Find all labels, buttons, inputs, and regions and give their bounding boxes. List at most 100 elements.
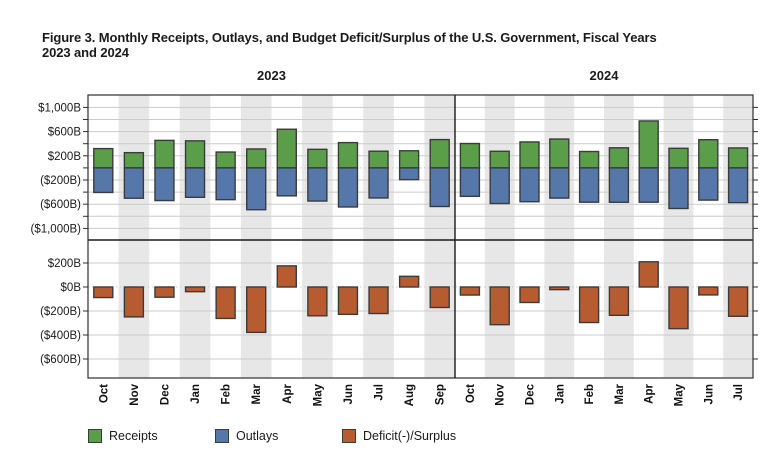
ytick-top--600: ($600B) xyxy=(40,199,81,211)
outlays-bar-2023-Feb xyxy=(215,167,236,201)
month-label-2024-Nov: Nov xyxy=(495,383,507,405)
ytick-top--1000: ($1,000B) xyxy=(30,223,81,235)
month-label-2023-May: May xyxy=(312,383,324,406)
deficit-surplus-bar-2023-Jun xyxy=(337,286,359,316)
legend-item-receipts: Receipts xyxy=(88,428,158,444)
deficit-surplus-bar-2023-Nov xyxy=(123,286,145,318)
month-stripe-2024-May xyxy=(663,95,694,378)
deficit-surplus-bar-2023-Sep xyxy=(429,286,450,309)
outlays-bar-2023-Apr xyxy=(276,167,297,197)
receipts-bar-2023-Jan xyxy=(184,140,206,169)
outlays-bar-2024-May xyxy=(668,167,689,210)
receipts-bar-2024-Apr xyxy=(638,120,659,169)
month-label-2023-Aug: Aug xyxy=(404,384,416,406)
month-label-2024-Dec: Dec xyxy=(525,383,537,405)
ytick-top--200: ($200B) xyxy=(40,175,81,187)
deficit-surplus-bar-2023-Mar xyxy=(246,286,267,334)
ytick-bottom--400: ($400B) xyxy=(40,330,81,342)
chart-legend: Receipts Outlays Deficit(-)/Surplus xyxy=(0,428,780,444)
deficit-surplus-bar-2024-Jun xyxy=(698,286,719,296)
legend-item-deficit-surplus: Deficit(-)/Surplus xyxy=(342,428,456,444)
outlays-bar-2024-Jul xyxy=(727,167,749,204)
legend-label-receipts: Receipts xyxy=(109,429,158,443)
month-stripe-2023-Sep xyxy=(424,95,455,378)
month-label-2024-Jan: Jan xyxy=(554,384,566,404)
month-stripe-2023-Jan xyxy=(179,95,211,378)
month-label-2023-Oct: Oct xyxy=(98,384,110,403)
ytick-top-600: $600B xyxy=(48,127,82,139)
panel-header-2024: 2024 xyxy=(589,68,619,83)
deficit-surplus-bar-2023-Feb xyxy=(215,286,236,320)
receipts-bar-2024-Feb xyxy=(578,150,600,169)
outlays-bar-2023-Dec xyxy=(154,167,175,202)
outlays-bar-2024-Dec xyxy=(519,167,540,203)
receipts-bar-2023-Dec xyxy=(154,139,175,169)
deficit-surplus-bar-2023-Apr xyxy=(276,265,297,288)
deficit-surplus-bar-2024-Jul xyxy=(727,286,749,317)
deficit-surplus-bar-2024-Mar xyxy=(608,286,630,317)
ytick-bottom--200: ($200B) xyxy=(40,306,81,318)
month-label-2023-Jul: Jul xyxy=(374,384,386,401)
figure-title-line1: Figure 3. Monthly Receipts, Outlays, and… xyxy=(42,30,657,45)
outlays-bar-2023-Nov xyxy=(123,167,145,199)
month-stripe-2023-Mar xyxy=(240,95,272,378)
deficit-surplus-bar-2024-Jan xyxy=(549,286,570,291)
outlays-bar-2024-Feb xyxy=(578,167,600,203)
deficit-surplus-bar-2023-Aug xyxy=(398,275,420,288)
receipts-bar-2023-Sep xyxy=(429,138,450,169)
ytick-bottom-200: $200B xyxy=(48,258,82,270)
legend-item-outlays: Outlays xyxy=(215,428,278,444)
month-stripe-2024-Mar xyxy=(604,95,634,378)
month-label-2024-Jul: Jul xyxy=(733,384,745,401)
figure-title-line2: 2023 and 2024 xyxy=(42,45,129,60)
receipts-bar-2023-Aug xyxy=(398,150,420,169)
outlays-bar-2024-Mar xyxy=(608,167,630,203)
month-stripe-2024-Jan xyxy=(544,95,575,378)
outlays-bar-2024-Jun xyxy=(698,167,719,201)
outlays-bar-2023-Aug xyxy=(398,167,420,181)
month-label-2024-May: May xyxy=(674,383,686,406)
outlays-bar-2023-Oct xyxy=(93,167,114,194)
outlays-swatch-icon xyxy=(215,429,229,443)
deficit-surplus-bar-2024-Oct xyxy=(459,286,481,296)
outlays-bar-2024-Nov xyxy=(489,167,510,205)
month-label-2023-Apr: Apr xyxy=(282,383,294,403)
receipts-swatch-icon xyxy=(88,429,102,443)
receipts-bar-2023-May xyxy=(307,148,328,169)
figure-title: Figure 3. Monthly Receipts, Outlays, and… xyxy=(42,30,752,60)
deficit-surplus-bar-2024-Nov xyxy=(489,286,510,326)
deficit-surplus-bar-2023-Jan xyxy=(184,286,206,293)
plot-border xyxy=(87,94,754,379)
receipts-bar-2023-Oct xyxy=(93,147,114,169)
outlays-bar-2023-Jul xyxy=(368,167,389,199)
outlays-bar-2024-Oct xyxy=(459,167,481,198)
receipts-bar-2024-Jul xyxy=(727,147,749,169)
panel-header-2023: 2023 xyxy=(257,68,286,83)
deficit-surplus-bar-2024-Dec xyxy=(519,286,540,304)
receipts-bar-2024-Oct xyxy=(459,142,481,169)
receipts-bar-2023-Jul xyxy=(368,150,389,169)
ytick-top-200: $200B xyxy=(48,151,82,163)
legend-label-deficit-surplus: Deficit(-)/Surplus xyxy=(363,429,457,443)
legend-label-outlays: Outlays xyxy=(236,429,279,443)
receipts-bar-2023-Apr xyxy=(276,128,297,169)
month-label-2024-Mar: Mar xyxy=(614,383,626,404)
deficit-surplus-bar-2024-May xyxy=(668,286,689,330)
month-label-2024-Feb: Feb xyxy=(584,384,596,404)
receipts-bar-2023-Feb xyxy=(215,151,236,169)
outlays-bar-2024-Apr xyxy=(638,167,659,203)
month-label-2023-Feb: Feb xyxy=(221,384,233,404)
month-label-2023-Dec: Dec xyxy=(159,383,171,405)
receipts-bar-2023-Mar xyxy=(246,148,267,169)
deficit-surplus-bar-2023-Dec xyxy=(154,286,175,298)
month-stripe-2024-Jul xyxy=(723,95,753,378)
deficit-surplus-bar-2024-Apr xyxy=(638,261,659,288)
outlays-bar-2023-Jun xyxy=(337,167,359,208)
receipts-bar-2024-Jun xyxy=(698,139,719,169)
outlays-bar-2023-Sep xyxy=(429,167,450,208)
month-label-2024-Oct: Oct xyxy=(465,384,477,403)
receipts-bar-2024-Mar xyxy=(608,147,630,169)
month-label-2023-Jun: Jun xyxy=(343,384,355,404)
